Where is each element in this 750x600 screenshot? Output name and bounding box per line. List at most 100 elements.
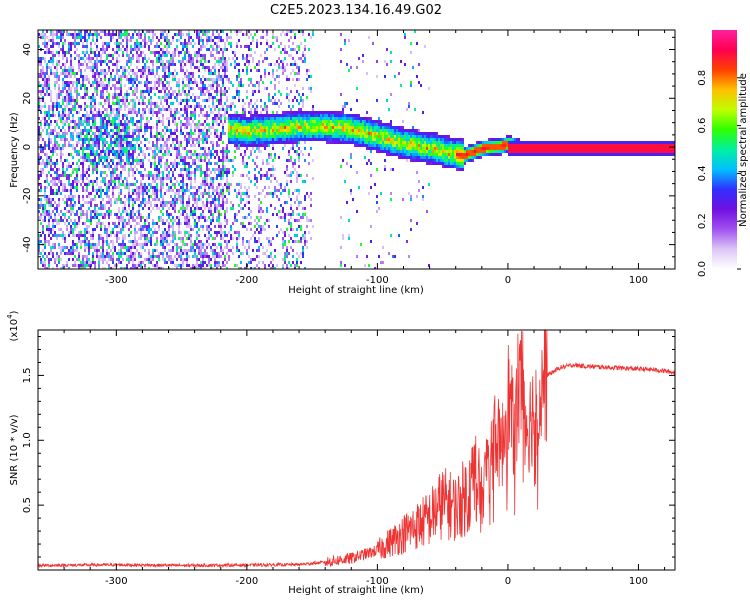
heatmap-cell [252, 267, 254, 269]
heatmap-cell [240, 201, 242, 204]
heatmap-cell [216, 255, 218, 258]
heatmap-cell [98, 33, 100, 36]
heatmap-cell [46, 132, 48, 135]
heatmap-cell [146, 225, 148, 228]
heatmap-cell [208, 96, 210, 99]
heatmap-cell [244, 225, 246, 228]
heatmap-cell [72, 180, 74, 183]
heatmap-cell [106, 234, 108, 237]
heatmap-cell [92, 39, 94, 42]
heatmap-cell [70, 204, 72, 207]
heatmap-cell [212, 201, 214, 204]
heatmap-cell [224, 195, 226, 198]
heatmap-cell [234, 219, 236, 222]
heatmap-cell [180, 258, 182, 261]
heatmap-cell [48, 138, 50, 141]
heatmap-cell [92, 120, 94, 123]
heatmap-cell [224, 60, 226, 63]
heatmap-cell [166, 237, 168, 240]
heatmap-cell [56, 267, 58, 269]
heatmap-cell [174, 159, 176, 162]
heatmap-cell [76, 141, 78, 144]
heatmap-cell [78, 252, 80, 255]
heatmap-cell [116, 48, 118, 51]
heatmap-cell [148, 111, 150, 114]
heatmap-cell [154, 156, 156, 159]
heatmap-cell [180, 132, 182, 135]
heatmap-cell [248, 36, 250, 39]
heatmap-cell [82, 168, 84, 171]
heatmap-cell [184, 231, 186, 234]
heatmap-cell [218, 159, 220, 162]
heatmap-cell [76, 264, 78, 267]
heatmap-cell [190, 129, 192, 132]
heatmap-cell [242, 141, 244, 144]
heatmap-cell [210, 93, 212, 96]
heatmap-cell [104, 171, 106, 174]
heatmap-cell [84, 135, 86, 138]
heatmap-cell [190, 60, 192, 63]
heatmap-cell [268, 99, 270, 102]
heatmap-cell [188, 201, 190, 204]
heatmap-cell [146, 192, 148, 195]
heatmap-cell [86, 132, 88, 135]
heatmap-cell [210, 258, 212, 261]
heatmap-cell [246, 174, 248, 177]
heatmap-cell [128, 132, 130, 135]
heatmap-cell [168, 96, 170, 99]
heatmap-cell [222, 108, 224, 111]
heatmap-cell [210, 213, 212, 216]
heatmap-cell [54, 243, 56, 246]
heatmap-cell [182, 90, 184, 93]
heatmap-cell [214, 264, 216, 267]
heatmap-cell [196, 96, 198, 99]
heatmap-cell [172, 117, 174, 120]
heatmap-cell [114, 87, 116, 90]
heatmap-cell [52, 60, 54, 63]
heatmap-cell [266, 114, 268, 117]
heatmap-cell [200, 39, 202, 42]
heatmap-cell [50, 258, 52, 261]
heatmap-cell [212, 192, 214, 195]
heatmap-cell [44, 189, 46, 192]
heatmap-cell [146, 186, 148, 189]
heatmap-cell [258, 63, 260, 66]
heatmap-cell [60, 258, 62, 261]
heatmap-cell [134, 72, 136, 75]
heatmap-cell [214, 66, 216, 69]
heatmap-cell [120, 90, 122, 93]
heatmap-cell [256, 30, 258, 33]
heatmap-cell [250, 144, 252, 147]
heatmap-cell [158, 138, 160, 141]
heatmap-cell [138, 264, 140, 267]
heatmap-cell [222, 201, 224, 204]
heatmap-cell [190, 66, 192, 69]
heatmap-cell [112, 102, 114, 105]
heatmap-cell [258, 114, 260, 117]
heatmap-cell [212, 30, 214, 33]
heatmap-cell [190, 153, 192, 156]
heatmap-cell [186, 51, 188, 54]
heatmap-cell [224, 93, 226, 96]
heatmap-cell [184, 63, 186, 66]
heatmap-cell [160, 162, 162, 165]
heatmap-cell [158, 171, 160, 174]
heatmap-cell [78, 69, 80, 72]
heatmap-cell [110, 234, 112, 237]
heatmap-cell [214, 258, 216, 261]
heatmap-cell [140, 141, 142, 144]
heatmap-cell [90, 84, 92, 87]
heatmap-cell [140, 36, 142, 39]
heatmap-cell [254, 132, 256, 135]
heatmap-cell [112, 147, 114, 150]
heatmap-cell [224, 45, 226, 48]
heatmap-cell [64, 111, 66, 114]
heatmap-cell [66, 252, 68, 255]
heatmap-cell [188, 216, 190, 219]
heatmap-cell [258, 138, 260, 141]
heatmap-cell [48, 219, 50, 222]
heatmap-cell [46, 144, 48, 147]
heatmap-cell [186, 117, 188, 120]
heatmap-cell [240, 126, 242, 129]
heatmap-cell [62, 114, 64, 117]
